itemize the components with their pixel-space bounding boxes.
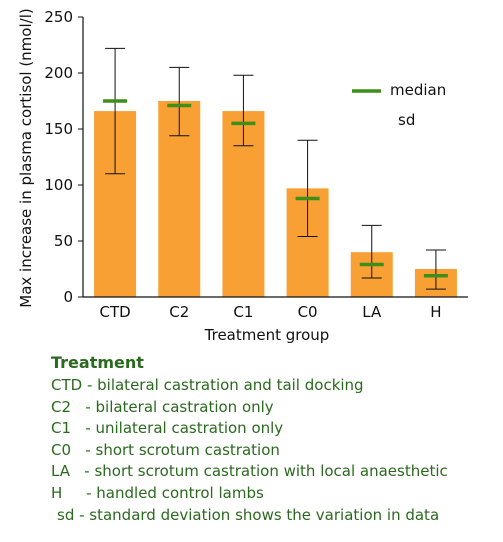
x-tick-label: C1 [233,303,253,321]
y-tick-label: 0 [63,288,73,306]
cortisol-bar-chart: 0 50 100 150 200 250 CTD C2 C1 C0 LA H Max increase… [17,8,468,344]
legend-median-label: median [390,81,446,99]
note-ctd: CTD - bilateral castration and tail dock… [51,376,364,394]
treatment-notes: Treatment CTD - bilateral castration and… [51,352,501,526]
y-tick-label: 50 [54,232,73,250]
y-tick-label: 150 [44,120,73,138]
y-axis-label: Max increase in plasma cortisol (nmol/l) [17,8,35,307]
note-la: LA - short scrotum castration with local… [51,462,448,481]
y-tick-label: 200 [44,64,73,82]
x-tick-label: H [430,303,441,321]
note-c0: C0 - short scrotum castration [51,440,280,459]
x-tick-label: CTD [99,303,130,321]
note-h: H - handled control lambs [51,483,264,502]
x-tick-label: C2 [169,303,189,321]
bars-group [94,47,457,297]
y-tick-label: 100 [44,176,73,194]
y-tick-label: 250 [44,8,73,26]
note-c1: C1 - unilateral castration only [51,419,284,438]
axes-group: 0 50 100 150 200 250 CTD C2 C1 C0 LA H [44,8,468,321]
x-tick-label: C0 [298,303,318,321]
x-axis-label: Treatment group [204,326,330,344]
notes-title: Treatment [51,353,144,372]
x-tick-label: LA [362,303,382,321]
legend-sd-label: sd [398,111,415,129]
note-c2: C2 - bilateral castration only [51,397,274,416]
note-sd: sd - standard deviation shows the variat… [57,505,440,524]
